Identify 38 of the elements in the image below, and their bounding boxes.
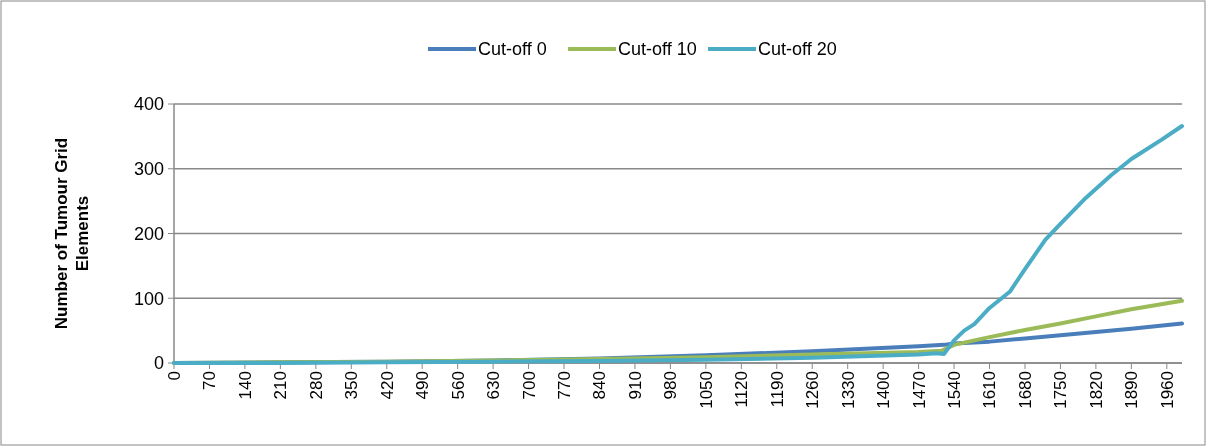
x-tick-label: 210 bbox=[271, 371, 291, 400]
x-tick-label: 1890 bbox=[1122, 371, 1142, 409]
x-tick-label: 140 bbox=[235, 371, 255, 400]
x-tick-label: 840 bbox=[590, 371, 610, 400]
x-tick-label: 1820 bbox=[1086, 371, 1106, 409]
legend-label: Cut-off 10 bbox=[618, 39, 697, 60]
x-tick-label: 420 bbox=[377, 371, 397, 400]
y-tick-label: 300 bbox=[133, 159, 164, 180]
x-tick-label: 700 bbox=[519, 371, 539, 400]
x-tick-label: 630 bbox=[484, 371, 504, 400]
legend-label: Cut-off 20 bbox=[758, 39, 837, 60]
y-tick-label: 400 bbox=[133, 94, 164, 115]
x-tick-label: 0 bbox=[164, 371, 184, 381]
y-tick-label: 0 bbox=[153, 353, 164, 374]
y-tick-label: 200 bbox=[133, 223, 164, 244]
x-tick-label: 1120 bbox=[732, 371, 752, 408]
x-tick-label: 1540 bbox=[945, 371, 965, 409]
x-tick-label: 280 bbox=[306, 371, 326, 400]
x-tick-label: 1750 bbox=[1051, 371, 1071, 409]
legend-label: Cut-off 0 bbox=[478, 39, 547, 60]
x-tick-label: 560 bbox=[448, 371, 468, 400]
x-tick-label: 1610 bbox=[980, 371, 1000, 409]
x-tick-label: 770 bbox=[554, 371, 574, 400]
x-tick-label: 1960 bbox=[1157, 371, 1177, 409]
y-axis-title: Number of Tumour Grid Elements bbox=[51, 137, 93, 330]
x-tick-label: 490 bbox=[413, 371, 433, 400]
x-tick-label: 1190 bbox=[767, 371, 787, 408]
x-tick-label: 70 bbox=[200, 371, 220, 390]
x-tick-label: 1330 bbox=[838, 371, 858, 409]
x-tick-label: 1680 bbox=[1015, 371, 1035, 409]
x-tick-label: 1400 bbox=[874, 371, 894, 409]
y-tick-label: 100 bbox=[133, 288, 164, 309]
x-tick-label: 980 bbox=[661, 371, 681, 400]
x-tick-label: 1050 bbox=[696, 371, 716, 409]
x-tick-label: 350 bbox=[342, 371, 362, 400]
x-tick-label: 1470 bbox=[909, 371, 929, 409]
x-tick-label: 910 bbox=[625, 371, 645, 400]
x-tick-label: 1260 bbox=[803, 371, 823, 409]
